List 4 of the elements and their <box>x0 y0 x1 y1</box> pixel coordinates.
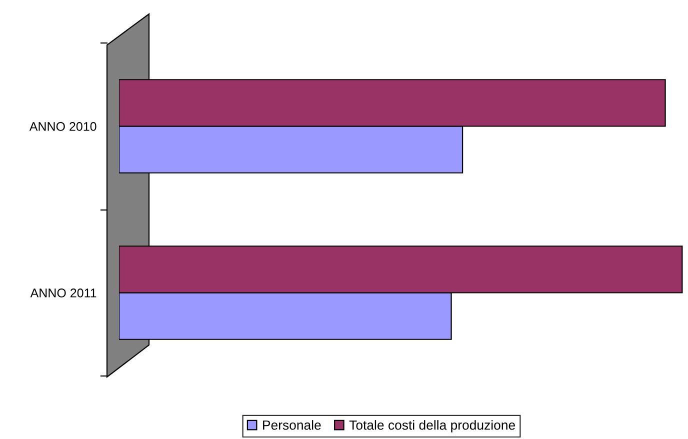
y-tick-label: ANNO 2010 <box>29 122 96 131</box>
legend-label: Personale <box>263 420 321 430</box>
legend-label: Totale costi della produzione <box>349 420 515 432</box>
y-tick-label: ANNO 2011 <box>30 288 96 298</box>
